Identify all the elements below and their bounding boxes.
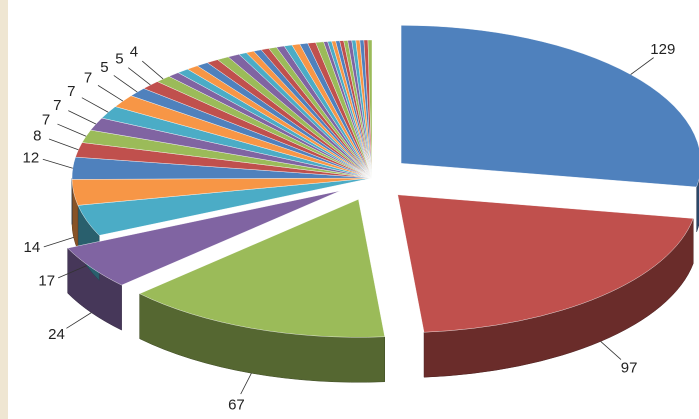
leader-line <box>240 373 252 395</box>
leader-line <box>97 85 124 102</box>
slice-side <box>696 178 699 233</box>
data-label: 7 <box>84 70 92 87</box>
data-label: 97 <box>621 359 638 376</box>
slice-tops <box>67 25 699 338</box>
data-label: 24 <box>48 326 65 343</box>
leader-line <box>57 265 87 279</box>
data-label: 7 <box>53 97 61 114</box>
data-label: 5 <box>100 59 108 76</box>
slice <box>397 194 694 333</box>
leader-line <box>48 138 79 151</box>
leader-line <box>81 97 109 113</box>
data-label: 17 <box>38 273 55 290</box>
leader-line <box>43 237 74 248</box>
data-label: 8 <box>33 127 41 144</box>
data-label: 7 <box>42 111 50 128</box>
data-label: 67 <box>228 396 245 413</box>
data-label: 129 <box>650 41 675 58</box>
leader-line <box>141 60 164 80</box>
slice <box>400 25 699 188</box>
leader-line <box>113 75 138 93</box>
data-label: 4 <box>130 43 138 60</box>
leader-line <box>68 110 97 125</box>
leader-line <box>66 312 92 329</box>
slice <box>367 39 373 179</box>
slice <box>67 190 341 286</box>
leader-line <box>57 123 87 137</box>
data-label: 12 <box>23 149 40 166</box>
slice <box>139 199 385 338</box>
leader-line <box>42 158 73 169</box>
data-label: 5 <box>115 51 123 68</box>
data-label: 14 <box>24 239 41 256</box>
data-label: 7 <box>67 83 75 100</box>
leader-line <box>630 57 654 75</box>
leader-line <box>128 67 151 86</box>
leader-line <box>600 341 622 360</box>
